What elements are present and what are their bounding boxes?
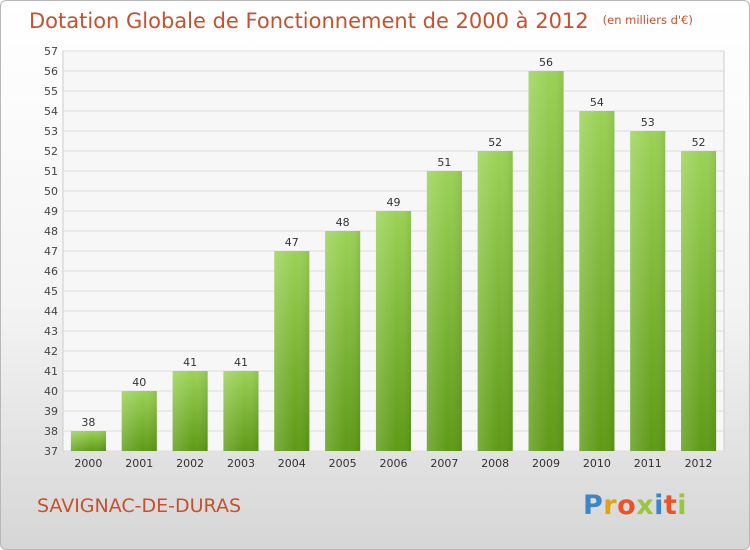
x-tick-label: 2011 <box>634 457 662 470</box>
x-tick-label: 2002 <box>176 457 204 470</box>
data-label: 54 <box>590 96 604 109</box>
y-tick-label: 54 <box>44 105 58 118</box>
x-tick-label: 2012 <box>685 457 713 470</box>
y-tick-label: 42 <box>44 345 58 358</box>
data-label: 48 <box>336 216 350 229</box>
bar-shade <box>172 371 208 451</box>
data-label: 56 <box>539 56 553 69</box>
y-tick-label: 52 <box>44 145 58 158</box>
bar-shade <box>70 431 106 451</box>
y-tick-label: 48 <box>44 225 58 238</box>
y-tick-label: 46 <box>44 265 58 278</box>
bars: 38 40 41 41 47 48 49 51 52 56 54 53 52 <box>70 56 717 451</box>
y-tick-label: 45 <box>44 285 58 298</box>
x-axis: 2000 2001 2002 2003 2004 2005 2006 2007 2008 2009… <box>74 457 712 470</box>
y-tick-label: 55 <box>44 85 58 98</box>
y-tick-label: 43 <box>44 325 58 338</box>
x-tick-label: 2005 <box>329 457 357 470</box>
bar-shade <box>528 71 564 451</box>
x-tick-label: 2003 <box>227 457 255 470</box>
y-axis: 37 38 39 40 41 42 43 44 45 46 47 48 49 50 51 52 53 54 55 56… <box>44 45 58 458</box>
data-label: 53 <box>641 116 655 129</box>
bar-shade <box>630 131 666 451</box>
data-label: 52 <box>488 136 502 149</box>
data-label: 40 <box>132 376 146 389</box>
chart-title: Dotation Globale de Fonctionnement de 20… <box>29 9 693 33</box>
y-tick-label: 51 <box>44 165 58 178</box>
bar-shade <box>579 111 615 451</box>
data-label: 41 <box>234 356 248 369</box>
x-tick-label: 2009 <box>532 457 560 470</box>
x-tick-label: 2010 <box>583 457 611 470</box>
data-label: 38 <box>81 416 95 429</box>
y-tick-label: 47 <box>44 245 58 258</box>
bar-shade <box>325 231 361 451</box>
y-tick-label: 49 <box>44 205 58 218</box>
x-tick-label: 2007 <box>430 457 458 470</box>
y-tick-label: 57 <box>44 45 58 58</box>
unit-label: (en milliers d'€) <box>602 13 693 27</box>
y-tick-label: 40 <box>44 385 58 398</box>
data-label: 47 <box>285 236 299 249</box>
y-tick-label: 38 <box>44 425 58 438</box>
x-tick-label: 2004 <box>278 457 306 470</box>
bar-shade <box>274 251 310 451</box>
town-name: SAVIGNAC-DE-DURAS <box>37 495 242 517</box>
x-tick-label: 2008 <box>481 457 509 470</box>
y-tick-label: 50 <box>44 185 58 198</box>
bar-shade <box>426 171 462 451</box>
x-tick-label: 2006 <box>380 457 408 470</box>
x-tick-label: 2000 <box>74 457 102 470</box>
y-tick-label: 53 <box>44 125 58 138</box>
data-label: 52 <box>692 136 706 149</box>
y-tick-label: 56 <box>44 65 58 78</box>
x-tick-label: 2001 <box>125 457 153 470</box>
bar-shade <box>477 151 513 451</box>
data-label: 49 <box>387 196 401 209</box>
y-tick-label: 44 <box>44 305 58 318</box>
data-label: 51 <box>437 156 451 169</box>
bar-shade <box>375 211 412 451</box>
data-label: 41 <box>183 356 197 369</box>
y-tick-label: 37 <box>44 445 58 458</box>
bar-shade <box>223 371 259 451</box>
proxiti-logo: Proxiti <box>583 490 688 521</box>
y-tick-label: 41 <box>44 365 58 378</box>
bar-shade <box>681 151 717 451</box>
y-tick-label: 39 <box>44 405 58 418</box>
bar-shade <box>121 391 157 451</box>
